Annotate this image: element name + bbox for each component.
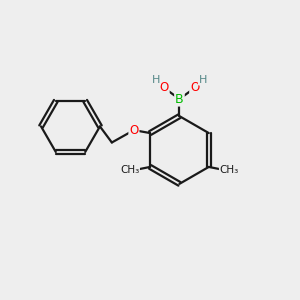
Text: H: H (152, 75, 160, 85)
Text: O: O (160, 81, 169, 94)
Text: H: H (199, 75, 207, 85)
Text: CH₃: CH₃ (120, 165, 139, 175)
Text: CH₃: CH₃ (220, 165, 239, 175)
Text: O: O (129, 124, 139, 136)
Text: B: B (175, 93, 184, 106)
Text: O: O (190, 81, 200, 94)
